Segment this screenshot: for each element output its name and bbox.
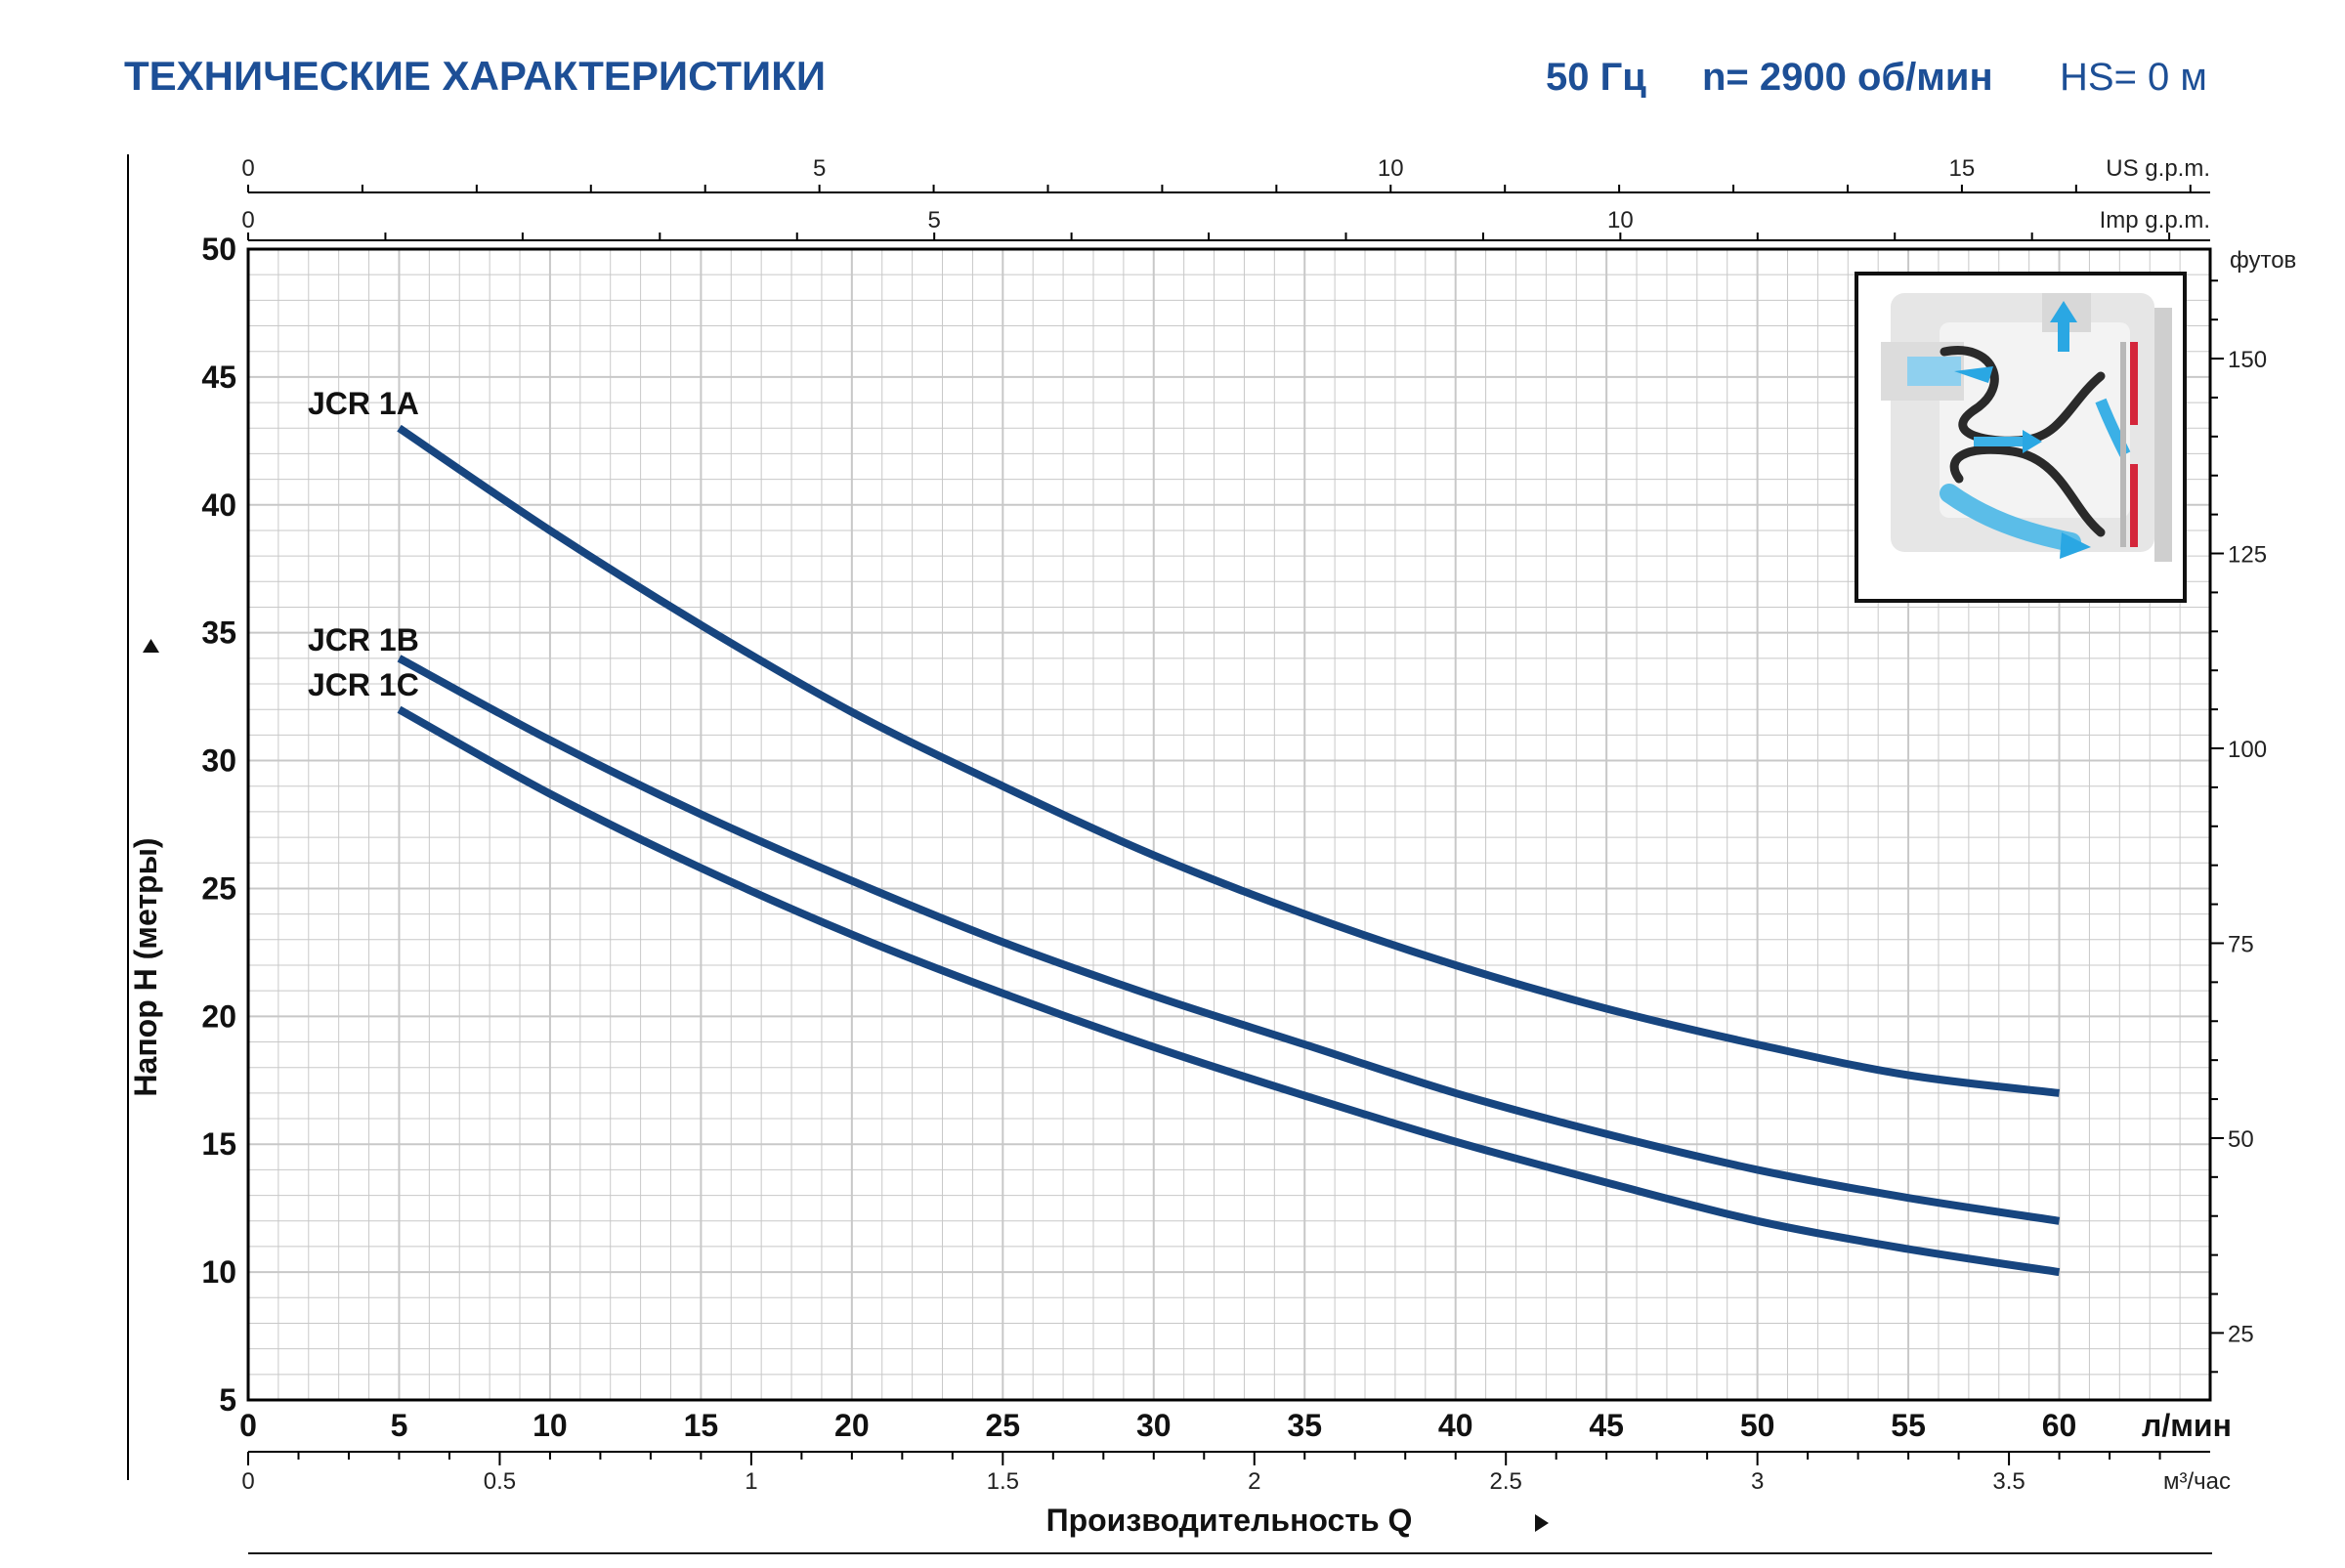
page-title: ТЕХНИЧЕСКИЕ ХАРАКТЕРИСТИКИ xyxy=(124,53,826,99)
imp-gpm-unit-label: Imp g.p.m. xyxy=(2100,207,2210,233)
y-tick-label: 30 xyxy=(201,743,236,779)
frequency-label: 50 Гц xyxy=(1546,56,1646,99)
m3h-tick-label: 1 xyxy=(745,1468,757,1495)
speed-label: n= 2900 об/мин xyxy=(1702,56,1993,99)
imp-gpm-tick-label: 0 xyxy=(241,207,254,233)
y-tick-label: 20 xyxy=(201,998,236,1034)
m3h-tick-label: 2 xyxy=(1248,1468,1260,1495)
x-tick-label: 35 xyxy=(1287,1408,1322,1443)
m3h-tick-label: 3 xyxy=(1751,1468,1764,1495)
y-tick-label: 5 xyxy=(219,1382,236,1418)
y-axis-arrow-icon xyxy=(143,639,159,653)
m3h-tick-label: 1.5 xyxy=(987,1468,1019,1495)
x-tick-label: 5 xyxy=(391,1408,408,1443)
m3h-tick-label: 0.5 xyxy=(484,1468,516,1495)
curves xyxy=(397,424,2061,1277)
series-label-jcr-1b: JCR 1B xyxy=(308,622,419,657)
x-axis-title: Производительность Q xyxy=(1046,1503,1413,1538)
m3h-unit-label: м³/час xyxy=(2163,1468,2231,1495)
us-gpm-unit-label: US g.p.m. xyxy=(2106,155,2210,182)
series-labels: JCR 1A JCR 1B JCR 1C xyxy=(308,386,419,702)
feet-tick-label: 150 xyxy=(2228,347,2267,373)
us-gpm-tick-label: 10 xyxy=(1378,155,1404,182)
x-tick-label: 20 xyxy=(834,1408,870,1443)
y-tick-label: 35 xyxy=(201,615,236,651)
series-label-jcr-1a: JCR 1A xyxy=(308,386,419,421)
curve-jcr-1a xyxy=(397,424,2060,1097)
y-tick-label: 40 xyxy=(201,487,236,523)
x-tick-label: 45 xyxy=(1589,1408,1624,1443)
curve-jcr-1b xyxy=(397,655,2061,1225)
us-gpm-tick-label: 5 xyxy=(813,155,826,182)
plot-frame xyxy=(246,247,2212,1402)
feet-tick-label: 125 xyxy=(2228,542,2267,569)
secondary-axes: 0 5 10 15 US g.p.m. 0 5 10 Imp g.p.m. 0 0.5 1 1.5 2 2.… xyxy=(241,155,2296,1495)
pump-cross-section-diagram xyxy=(1855,272,2187,603)
x-tick-label: 0 xyxy=(239,1408,257,1443)
feet-tick-label: 25 xyxy=(2228,1321,2254,1347)
feet-unit-label: футов xyxy=(2230,247,2296,274)
us-gpm-tick-label: 0 xyxy=(241,155,254,182)
m3h-tick-label: 0 xyxy=(241,1468,254,1495)
feet-tick-label: 50 xyxy=(2228,1126,2254,1153)
x-tick-label: 10 xyxy=(533,1408,568,1443)
imp-gpm-tick-label: 10 xyxy=(1607,207,1634,233)
x-tick-label: 15 xyxy=(684,1408,719,1443)
x-tick-label: 30 xyxy=(1136,1408,1172,1443)
m3h-tick-label: 3.5 xyxy=(1992,1468,2025,1495)
suction-label: HS= 0 м xyxy=(2060,56,2207,99)
x-tick-label: 55 xyxy=(1891,1408,1926,1443)
x-axis-arrow-icon xyxy=(1535,1514,1549,1532)
x-tick-label: 40 xyxy=(1438,1408,1473,1443)
y-axis-title: Напор H (метры) xyxy=(128,837,163,1096)
us-gpm-tick-label: 15 xyxy=(1949,155,1976,182)
y-tick-label: 45 xyxy=(201,360,236,395)
feet-tick-label: 100 xyxy=(2228,737,2267,763)
y-tick-label: 10 xyxy=(201,1254,236,1290)
x-tick-label: 60 xyxy=(2042,1408,2077,1443)
x-tick-label: 50 xyxy=(1740,1408,1775,1443)
series-label-jcr-1c: JCR 1C xyxy=(308,667,419,702)
imp-gpm-tick-label: 5 xyxy=(928,207,941,233)
axes: 0 5 10 15 20 25 30 35 40 45 50 55 60 л/мин51015202530… xyxy=(127,154,2232,1480)
feet-tick-label: 75 xyxy=(2228,931,2254,957)
curve-jcr-1c xyxy=(397,705,2061,1277)
x-tick-label: 25 xyxy=(986,1408,1021,1443)
m3h-tick-label: 2.5 xyxy=(1490,1468,1522,1495)
y-tick-label: 50 xyxy=(201,232,236,267)
y-tick-label: 15 xyxy=(201,1126,236,1162)
x-unit-label: л/мин xyxy=(2142,1408,2232,1443)
y-tick-label: 25 xyxy=(201,870,236,906)
